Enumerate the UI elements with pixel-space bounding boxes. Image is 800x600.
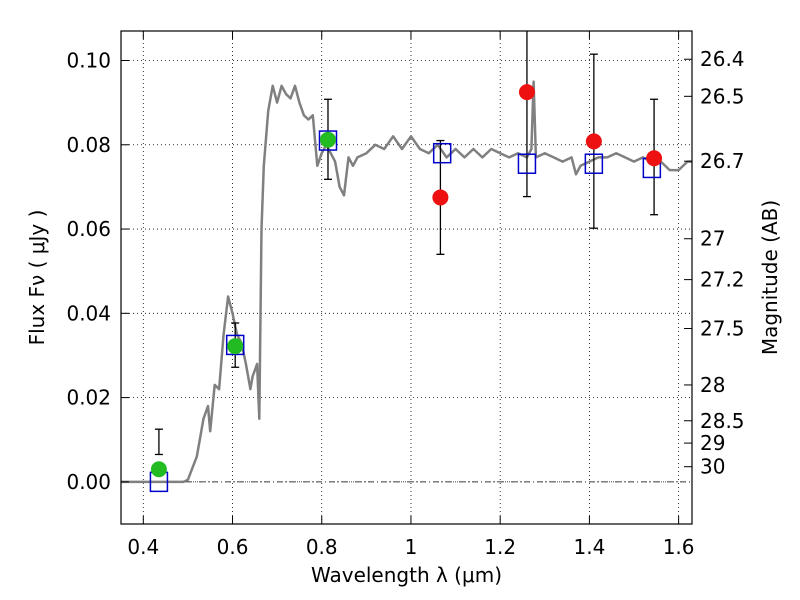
right-tick-label: 28 [700, 373, 725, 397]
right-tick-label: 27.2 [700, 268, 745, 292]
plot-frame [120, 30, 693, 525]
right-tick-label: 27 [700, 227, 725, 251]
right-tick-label: 27.5 [700, 316, 745, 340]
y-tick-label: 0.04 [66, 301, 111, 325]
model-square-marker [517, 153, 537, 174]
x-tick-label: 0.6 [217, 535, 249, 559]
x-tick-labels: 0.4 0.6 0.8 1 1.2 1.4 1.6 [127, 535, 694, 559]
axis-ticks [121, 31, 692, 524]
right-tick-label: 29 [700, 431, 725, 455]
observed-point [518, 84, 535, 101]
spectrum-layer [121, 80, 692, 484]
model-square-marker [584, 153, 604, 174]
right-tick-label: 26.4 [700, 47, 745, 71]
observed-photometry-markers [150, 84, 663, 478]
model-square-marker [432, 142, 452, 164]
observed-point [227, 338, 244, 355]
observed-point [432, 189, 449, 206]
spectrum-line [121, 80, 692, 484]
right-tick-label: 26.7 [700, 149, 745, 173]
y-tick-label: 0.00 [66, 470, 111, 494]
observed-point [150, 461, 167, 478]
y-tick-labels: 0.00 0.02 0.04 0.06 0.08 0.10 [66, 48, 111, 493]
x-tick-label: 1.4 [573, 535, 605, 559]
observed-point [319, 131, 336, 148]
x-tick-label: 0.4 [127, 535, 159, 559]
x-tick-label: 0.8 [306, 535, 338, 559]
y-tick-label: 0.08 [66, 133, 111, 157]
right-axis-title: Magnitude (AB) [758, 200, 782, 355]
model-photometry-markers [149, 130, 662, 493]
error-bars [154, 31, 659, 456]
x-tick-label: 1 [405, 535, 418, 559]
x-axis-title: Wavelength λ (μm) [311, 563, 502, 587]
right-tick-label: 28.5 [700, 409, 745, 433]
observed-point [585, 133, 602, 150]
y-axis-title: Flux Fν ( μJy ) [25, 210, 49, 346]
right-tick-label: 30 [700, 455, 725, 479]
y-tick-label: 0.06 [66, 217, 111, 241]
observed-point [646, 150, 663, 167]
y-tick-label: 0.10 [66, 48, 111, 72]
y-tick-label: 0.02 [66, 386, 111, 410]
model-square-marker [318, 130, 338, 151]
grid-lines [121, 31, 692, 524]
x-tick-label: 1.2 [484, 535, 516, 559]
x-tick-label: 1.6 [663, 535, 695, 559]
model-square-marker [225, 334, 245, 356]
right-tick-label: 26.5 [700, 84, 745, 108]
